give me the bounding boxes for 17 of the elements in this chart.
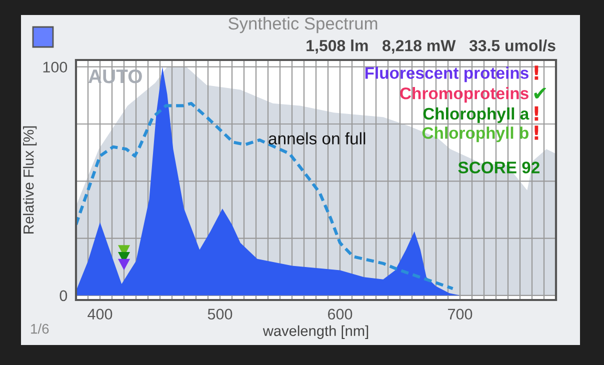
x-tick-label: 600	[328, 308, 352, 320]
x-tick-label: 700	[448, 308, 472, 320]
chart-title: Synthetic Spectrum	[228, 16, 378, 34]
x-tick-label: 500	[208, 308, 232, 320]
annotation: annels on full	[268, 132, 366, 144]
y-tick-label: 0	[60, 290, 68, 302]
chart-subtitle: 1,508 lm 8,218 mW 33.5 umol/s	[306, 40, 556, 54]
annotation: Chlorophyll b !	[422, 126, 538, 142]
y-tick-label: 100	[43, 62, 68, 73]
annotation: Fluorescent proteins !	[365, 66, 538, 82]
y-axis-title: Relative Flux [%]	[23, 126, 37, 234]
x-axis-title: wavelength [nm]	[262, 325, 368, 339]
text: 1/6	[31, 324, 49, 334]
annotation: Chlorophyll a !	[423, 106, 538, 123]
x-tick-label: 400	[88, 308, 112, 320]
annotation: Chromoproteins ✔	[400, 87, 546, 103]
annotation: SCORE 92	[458, 162, 540, 174]
